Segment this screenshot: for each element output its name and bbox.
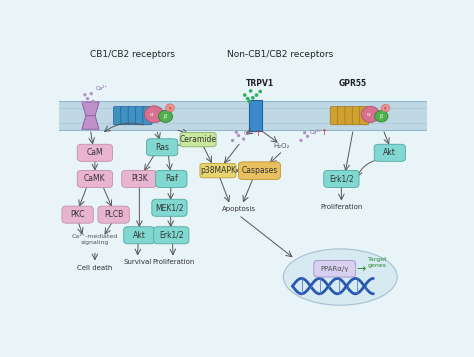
FancyBboxPatch shape <box>121 107 130 125</box>
Ellipse shape <box>231 139 234 142</box>
FancyBboxPatch shape <box>155 170 187 187</box>
Text: Ca²⁺: Ca²⁺ <box>96 86 108 91</box>
Ellipse shape <box>374 111 388 122</box>
Text: CaMK: CaMK <box>84 175 106 183</box>
Bar <box>59 101 427 130</box>
Ellipse shape <box>283 249 397 305</box>
Ellipse shape <box>242 137 246 141</box>
Text: Ceramide: Ceramide <box>180 135 217 144</box>
FancyBboxPatch shape <box>62 206 93 223</box>
Text: Akt: Akt <box>383 148 396 157</box>
Ellipse shape <box>299 139 302 142</box>
FancyBboxPatch shape <box>249 100 263 131</box>
Text: β: β <box>164 114 167 119</box>
Text: CaM: CaM <box>87 148 103 157</box>
Text: GPR55: GPR55 <box>339 79 367 87</box>
Ellipse shape <box>303 131 306 134</box>
Text: Erk1/2: Erk1/2 <box>159 231 183 240</box>
Text: p38MAPK: p38MAPK <box>200 166 236 175</box>
Text: Akt: Akt <box>133 231 146 240</box>
Text: Apoptosis: Apoptosis <box>221 206 255 212</box>
FancyBboxPatch shape <box>146 139 178 156</box>
Ellipse shape <box>251 96 255 100</box>
Text: α: α <box>150 112 154 117</box>
Ellipse shape <box>361 106 380 122</box>
Ellipse shape <box>246 97 249 101</box>
FancyBboxPatch shape <box>337 107 346 125</box>
Text: PI3K: PI3K <box>131 175 148 183</box>
FancyBboxPatch shape <box>360 107 369 125</box>
Text: PPARα/γ: PPARα/γ <box>320 266 349 272</box>
Ellipse shape <box>83 93 87 96</box>
Text: Ca²⁺-mediated
signaling: Ca²⁺-mediated signaling <box>72 234 118 245</box>
Text: PLCB: PLCB <box>104 210 123 219</box>
FancyBboxPatch shape <box>128 107 137 125</box>
FancyBboxPatch shape <box>345 107 354 125</box>
Ellipse shape <box>306 135 309 138</box>
Text: Ca²⁺: Ca²⁺ <box>310 130 322 135</box>
Text: Ras: Ras <box>155 143 169 152</box>
Polygon shape <box>82 102 99 116</box>
Text: α: α <box>366 112 370 117</box>
Text: Caspases: Caspases <box>241 166 278 175</box>
Text: Survival: Survival <box>123 259 152 265</box>
Ellipse shape <box>165 104 174 112</box>
FancyBboxPatch shape <box>143 107 152 125</box>
FancyBboxPatch shape <box>314 261 356 277</box>
FancyBboxPatch shape <box>180 132 216 147</box>
FancyBboxPatch shape <box>77 170 112 187</box>
Ellipse shape <box>243 93 246 97</box>
Text: PKC: PKC <box>70 210 85 219</box>
FancyBboxPatch shape <box>154 227 189 244</box>
Text: Raf: Raf <box>165 175 178 183</box>
FancyBboxPatch shape <box>374 144 406 161</box>
Text: Ca²⁺: Ca²⁺ <box>244 131 256 136</box>
FancyBboxPatch shape <box>330 107 339 125</box>
Text: H₂O₂: H₂O₂ <box>273 143 290 149</box>
Text: MEK1/2: MEK1/2 <box>155 203 184 212</box>
Ellipse shape <box>249 89 253 93</box>
FancyBboxPatch shape <box>352 107 361 125</box>
Ellipse shape <box>91 100 95 103</box>
Ellipse shape <box>86 97 89 100</box>
Polygon shape <box>82 116 99 129</box>
Text: β: β <box>380 114 383 119</box>
Ellipse shape <box>237 134 240 137</box>
Text: →: → <box>357 264 366 274</box>
Ellipse shape <box>145 106 164 123</box>
Text: CB1/CB2 receptors: CB1/CB2 receptors <box>90 50 175 59</box>
FancyBboxPatch shape <box>200 164 236 178</box>
Text: Proliferation: Proliferation <box>152 259 194 265</box>
Ellipse shape <box>255 93 258 97</box>
Ellipse shape <box>81 101 84 104</box>
Text: ↑: ↑ <box>320 128 327 137</box>
Ellipse shape <box>90 92 93 95</box>
FancyBboxPatch shape <box>136 107 145 125</box>
Text: Proliferation: Proliferation <box>320 204 363 210</box>
Ellipse shape <box>381 104 390 112</box>
FancyBboxPatch shape <box>238 162 281 180</box>
FancyBboxPatch shape <box>113 107 123 125</box>
FancyBboxPatch shape <box>122 170 157 187</box>
FancyBboxPatch shape <box>77 144 112 161</box>
Ellipse shape <box>235 131 238 134</box>
Text: γ: γ <box>169 106 171 110</box>
FancyBboxPatch shape <box>152 199 187 216</box>
FancyBboxPatch shape <box>124 227 155 244</box>
Text: TRPV1: TRPV1 <box>246 79 273 87</box>
Text: γ: γ <box>384 106 387 110</box>
Text: Erk1/2: Erk1/2 <box>329 175 354 183</box>
Text: Non-CB1/CB2 receptors: Non-CB1/CB2 receptors <box>227 50 333 59</box>
Ellipse shape <box>247 100 251 103</box>
Text: ↑: ↑ <box>254 129 261 138</box>
Ellipse shape <box>159 110 173 122</box>
FancyBboxPatch shape <box>324 170 359 187</box>
FancyBboxPatch shape <box>98 206 129 223</box>
Ellipse shape <box>258 90 262 93</box>
Text: Target
genes: Target genes <box>368 257 387 268</box>
Text: Cell death: Cell death <box>77 265 112 271</box>
